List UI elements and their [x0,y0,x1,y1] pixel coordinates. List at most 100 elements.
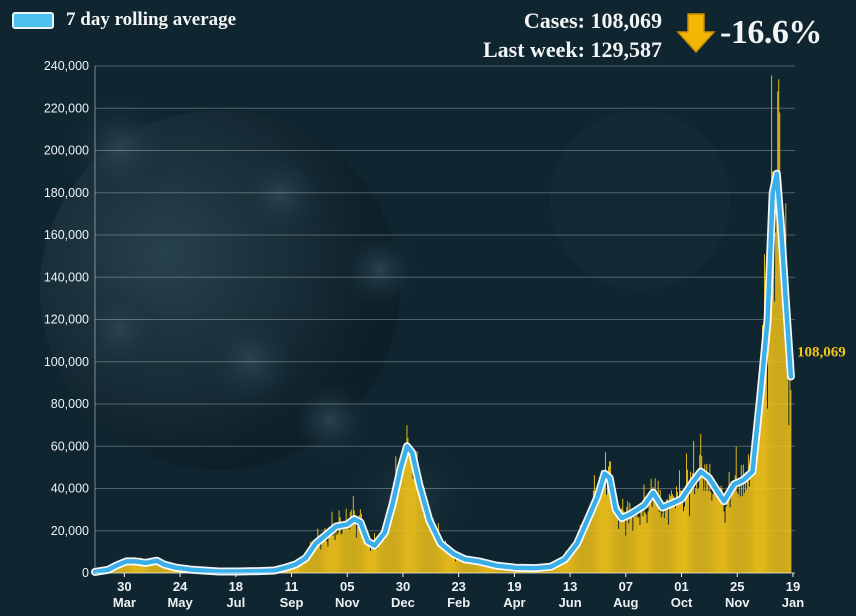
daily-case-bar [682,498,683,573]
daily-case-bar [709,463,711,573]
daily-case-bar [556,564,558,573]
daily-case-bar [149,562,151,573]
daily-case-bar [342,528,344,573]
daily-case-bar [771,75,773,573]
x-tick-day: 30 [396,579,410,594]
daily-case-bar [316,542,318,573]
x-tick-day: 11 [285,579,299,594]
daily-case-bar [459,557,461,573]
daily-case-bar [307,556,309,573]
x-tick-day: 25 [730,579,744,594]
daily-case-bar [634,516,636,573]
daily-case-bar [601,470,602,573]
daily-case-bar [315,544,317,573]
daily-case-bar [734,475,736,573]
daily-case-bar [422,513,424,573]
x-tick-month: Mar [113,595,136,610]
daily-case-bar [294,565,295,573]
daily-case-bar [768,306,770,573]
daily-case-bar [441,539,443,573]
daily-case-bar [591,499,593,573]
daily-case-bar [763,339,765,573]
daily-case-bar [462,560,464,573]
daily-case-bar [389,522,391,573]
daily-case-bar [411,468,413,573]
daily-case-bar [782,300,784,573]
daily-case-bar [386,521,388,573]
daily-case-bar [758,392,759,573]
daily-case-bar [786,320,788,573]
y-tick-label: 240,000 [44,59,89,73]
daily-case-bar [387,523,389,573]
daily-case-bar [360,513,362,573]
daily-case-bar [373,541,374,573]
daily-case-bar [497,567,499,573]
daily-case-bar [129,562,131,573]
daily-case-bar [477,561,479,573]
daily-case-bar [343,527,345,573]
daily-case-bar [564,560,566,573]
rolling-average-line [91,169,795,576]
legend: 7 day rolling average [12,9,236,31]
daily-case-bar [420,489,422,573]
daily-case-bar [491,565,493,573]
y-tick-label: 200,000 [44,144,89,158]
daily-case-bar [643,484,645,573]
daily-case-bar [158,561,160,573]
daily-case-bar [735,446,737,573]
daily-case-bar [145,561,147,573]
daily-case-bar [663,517,665,573]
daily-case-bar [364,540,366,573]
daily-case-bar [124,560,126,573]
daily-case-bar [592,490,594,573]
daily-case-bar [339,517,341,573]
daily-case-bar [695,488,697,573]
x-tick-day: 19 [786,579,800,594]
daily-case-bar [330,528,332,573]
daily-case-bar [777,91,779,573]
daily-case-bar [658,512,660,573]
daily-case-bar [751,473,753,573]
daily-case-bar [468,561,470,573]
daily-case-bar [694,494,696,573]
daily-case-bar [470,560,472,573]
daily-case-bar [478,561,480,573]
daily-case-bar [467,561,469,573]
daily-case-bar [642,516,644,573]
daily-case-bar [746,476,748,573]
down-arrow-icon [676,13,716,54]
daily-case-bar [651,507,653,573]
daily-case-bar [424,505,426,573]
daily-case-bar [348,529,350,573]
daily-case-bar [148,563,150,573]
daily-case-bar [403,461,405,573]
daily-case-bar [406,425,408,573]
daily-case-bar [681,490,682,573]
daily-case-bar [437,523,439,573]
daily-case-bar [463,558,465,573]
daily-case-bar [314,548,316,573]
daily-case-bar [138,559,139,573]
y-tick-label: 140,000 [44,270,89,284]
daily-case-bar [702,471,704,573]
daily-case-bar [319,545,321,573]
daily-case-bar [409,453,411,573]
x-tick-day: 05 [340,579,354,594]
daily-case-bar [460,558,462,573]
daily-case-bar [128,563,130,573]
daily-case-bar [166,566,168,573]
daily-case-bar [438,535,440,573]
daily-case-bar [336,534,338,573]
daily-case-bar [790,389,792,573]
daily-case-bar [773,214,775,574]
daily-case-bar [458,557,460,573]
daily-case-bar [657,480,659,573]
daily-case-bar [479,559,481,573]
daily-case-bar [597,498,599,573]
daily-case-bar [745,489,747,573]
daily-case-bar [361,531,363,573]
daily-case-bar [587,521,589,573]
daily-case-bar [577,539,579,573]
daily-case-bar [341,533,343,573]
daily-case-bar [727,500,729,573]
